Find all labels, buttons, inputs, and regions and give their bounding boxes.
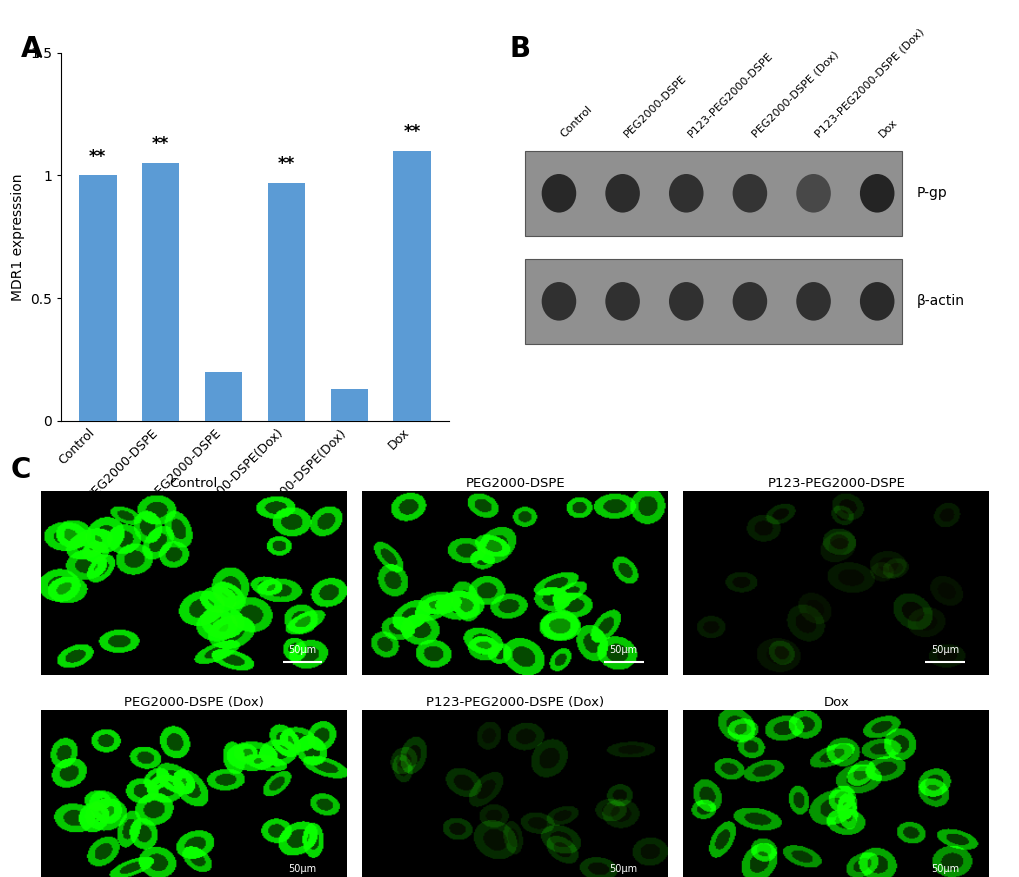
Ellipse shape	[859, 174, 894, 212]
Ellipse shape	[541, 174, 576, 212]
Ellipse shape	[604, 174, 639, 212]
Text: 50μm: 50μm	[609, 645, 637, 655]
Text: Control: Control	[558, 103, 594, 139]
Bar	[393, 151, 431, 421]
Text: **: **	[89, 147, 106, 166]
Bar	[330, 389, 368, 421]
Text: Dox: Dox	[876, 117, 899, 139]
Bar	[267, 182, 305, 421]
Title: Dox: Dox	[822, 696, 849, 709]
Ellipse shape	[796, 174, 830, 212]
Ellipse shape	[541, 282, 576, 321]
Ellipse shape	[796, 282, 830, 321]
Bar	[142, 163, 179, 421]
Text: P123-PEG2000-DSPE: P123-PEG2000-DSPE	[686, 50, 774, 139]
Bar	[78, 175, 116, 421]
Text: P-gp: P-gp	[915, 186, 947, 200]
Text: 50μm: 50μm	[609, 864, 637, 874]
Ellipse shape	[732, 282, 766, 321]
Text: A: A	[20, 35, 42, 63]
Text: **: **	[404, 123, 421, 141]
Ellipse shape	[668, 282, 703, 321]
Text: 50μm: 50μm	[930, 864, 958, 874]
Bar	[205, 372, 243, 421]
Ellipse shape	[859, 282, 894, 321]
Text: β-actin: β-actin	[915, 295, 963, 309]
Text: P123-PEG2000-DSPE (Dox): P123-PEG2000-DSPE (Dox)	[813, 26, 925, 139]
Text: PEG2000-DSPE (Dox): PEG2000-DSPE (Dox)	[749, 49, 840, 139]
Text: **: **	[277, 155, 294, 173]
Bar	[524, 259, 901, 344]
Y-axis label: MDR1 expresssion: MDR1 expresssion	[10, 173, 24, 301]
Text: 50μm: 50μm	[930, 645, 958, 655]
Title: P123-PEG2000-DSPE: P123-PEG2000-DSPE	[766, 477, 905, 490]
Title: PEG2000-DSPE (Dox): PEG2000-DSPE (Dox)	[123, 696, 264, 709]
Title: PEG2000-DSPE: PEG2000-DSPE	[465, 477, 565, 490]
Text: PEG2000-DSPE: PEG2000-DSPE	[622, 73, 688, 139]
Text: 50μm: 50μm	[288, 864, 316, 874]
Title: Control: Control	[169, 477, 218, 490]
Ellipse shape	[604, 282, 639, 321]
Bar	[524, 151, 901, 236]
Ellipse shape	[668, 174, 703, 212]
Title: P123-PEG2000-DSPE (Dox): P123-PEG2000-DSPE (Dox)	[426, 696, 603, 709]
Text: C: C	[10, 456, 31, 484]
Text: **: **	[152, 135, 169, 153]
Text: 50μm: 50μm	[288, 645, 316, 655]
Ellipse shape	[732, 174, 766, 212]
Text: B: B	[510, 35, 531, 63]
